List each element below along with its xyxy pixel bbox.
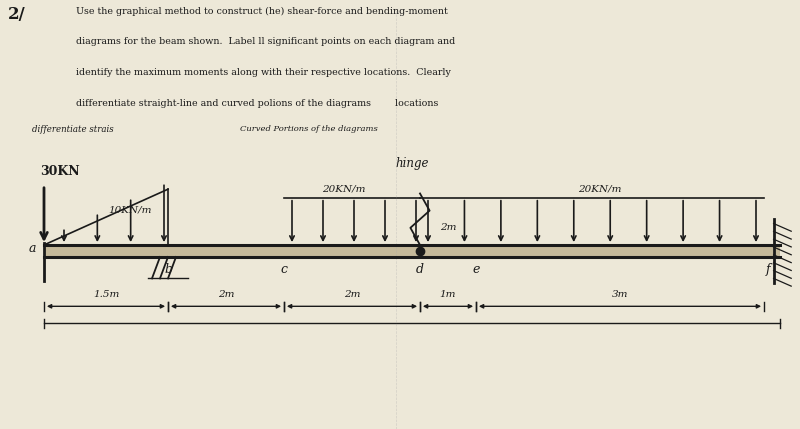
Text: b: b (164, 263, 172, 276)
Text: identify the maximum moments along with their respective locations.  Clearly: identify the maximum moments along with … (76, 68, 451, 77)
Text: e: e (472, 263, 480, 276)
Text: 1m: 1m (440, 290, 456, 299)
Text: 30KN: 30KN (40, 166, 80, 178)
Text: 20KN/m: 20KN/m (578, 184, 622, 193)
Text: d: d (416, 263, 424, 276)
Text: c: c (281, 263, 287, 276)
Text: f: f (766, 263, 770, 276)
Text: 3m: 3m (612, 290, 628, 299)
Text: differentiate straight-line and curved polions of the diagrams        locations: differentiate straight-line and curved p… (76, 99, 438, 108)
Text: Curved Portions of the diagrams: Curved Portions of the diagrams (240, 125, 378, 133)
Text: diagrams for the beam shown.  Label ll significant points on each diagram and: diagrams for the beam shown. Label ll si… (76, 37, 455, 46)
Text: 2m: 2m (218, 290, 234, 299)
Text: 20KN/m: 20KN/m (322, 184, 366, 193)
Text: 2m: 2m (440, 223, 456, 232)
Text: hinge: hinge (395, 157, 429, 170)
Bar (44, 245, 780, 257)
Text: Use the graphical method to construct (he) shear-force and bending-moment: Use the graphical method to construct (h… (76, 6, 448, 15)
Text: 1.5m: 1.5m (93, 290, 119, 299)
Text: differentiate strais: differentiate strais (32, 125, 114, 134)
Text: a: a (29, 242, 36, 255)
Text: 2m: 2m (344, 290, 360, 299)
Text: 2/: 2/ (8, 6, 26, 24)
Text: 10KN/m: 10KN/m (108, 205, 152, 214)
